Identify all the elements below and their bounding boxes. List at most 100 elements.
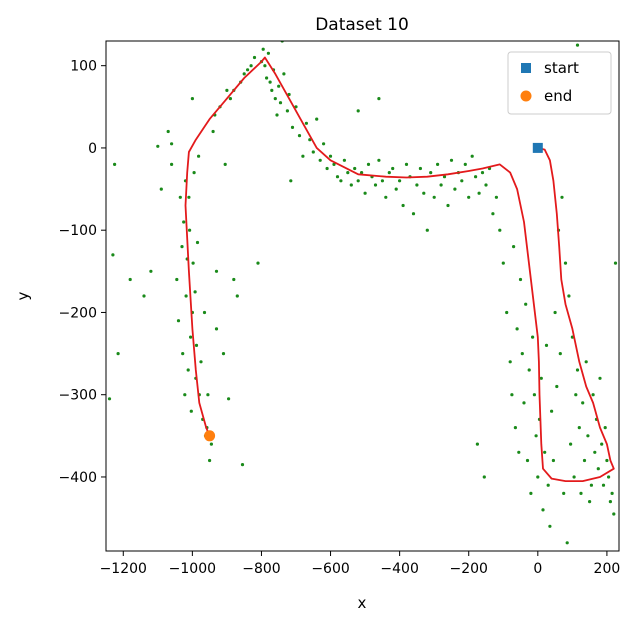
scatter-point xyxy=(256,261,260,265)
legend-start-marker xyxy=(521,63,531,73)
scatter-point xyxy=(524,302,528,306)
scatter-point xyxy=(193,290,197,294)
scatter-point xyxy=(498,228,502,232)
scatter-point xyxy=(261,47,265,51)
x-tick-label: 200 xyxy=(594,561,621,577)
x-axis: −1200 −1000 −800 −600 −400 −200 0 200 xyxy=(100,551,621,577)
scatter-point xyxy=(429,171,433,175)
x-tick-label: −1200 xyxy=(100,561,147,577)
scatter-point xyxy=(562,491,566,495)
scatter-point xyxy=(273,97,277,101)
scatter-point xyxy=(613,261,618,265)
scatter-point xyxy=(422,191,426,195)
scatter-point xyxy=(384,195,388,199)
scatter-point xyxy=(569,442,573,446)
scatter-point xyxy=(612,512,616,516)
scatter-point xyxy=(308,138,312,142)
scatter-point xyxy=(149,269,153,273)
scatter-point xyxy=(550,409,554,413)
scatter-point xyxy=(460,179,464,183)
scatter-point xyxy=(534,434,538,438)
scatter-point xyxy=(304,121,308,125)
y-tick-label: −400 xyxy=(59,470,97,486)
scatter-point xyxy=(600,442,604,446)
scatter-point xyxy=(593,450,597,454)
x-tick-label: 0 xyxy=(533,561,542,577)
scatter-point xyxy=(565,541,569,545)
scatter-point xyxy=(544,343,549,347)
scatter-point xyxy=(577,426,581,430)
scatter-point xyxy=(360,171,364,175)
scatter-point xyxy=(601,483,606,487)
scatter-point xyxy=(515,327,519,331)
scatter-point xyxy=(398,179,402,183)
scatter-point xyxy=(603,426,607,430)
scatter-point xyxy=(581,401,585,405)
scatter-point xyxy=(436,162,440,166)
scatter-point xyxy=(453,187,457,191)
scatter-point xyxy=(522,401,526,405)
scatter-point xyxy=(511,245,516,249)
y-tick-label: 100 xyxy=(70,59,97,75)
scatter-point xyxy=(242,72,246,76)
scatter-point xyxy=(208,458,212,463)
scatter-point xyxy=(235,294,239,298)
scatter-point xyxy=(322,142,326,146)
scatter-point xyxy=(380,179,384,183)
scatter-point xyxy=(579,491,583,495)
scatter-point xyxy=(572,475,576,479)
scatter-point xyxy=(287,92,291,97)
scatter-point xyxy=(439,183,443,187)
scatter-point xyxy=(252,55,257,60)
x-tick-label: −400 xyxy=(380,561,418,577)
scatter-point xyxy=(518,277,523,282)
scatter-point xyxy=(128,277,132,282)
x-axis-label: x xyxy=(358,594,367,612)
scatter-point xyxy=(225,88,229,92)
legend-start-label: start xyxy=(544,59,579,77)
scatter-point xyxy=(598,376,602,380)
scatter-point xyxy=(332,162,336,166)
scatter-point xyxy=(180,245,184,249)
scatter-point xyxy=(525,458,530,463)
scatter-point xyxy=(195,240,200,245)
scatter-point xyxy=(270,88,274,92)
scatter-point xyxy=(246,68,250,72)
scatter-point xyxy=(214,269,219,273)
legend-end-label: end xyxy=(544,87,572,105)
scatter-point xyxy=(349,183,353,187)
scatter-point xyxy=(221,352,226,356)
scatter-point xyxy=(194,343,199,347)
scatter-point xyxy=(301,154,305,158)
scatter-point xyxy=(189,335,193,339)
scatter-point xyxy=(541,508,545,512)
x-tick-label: −200 xyxy=(450,561,488,577)
scatter-point xyxy=(142,294,146,298)
scatter-point xyxy=(584,360,588,364)
scatter-point xyxy=(290,125,295,129)
scatter-point xyxy=(404,162,409,166)
scatter-point xyxy=(232,277,236,282)
scatter-point xyxy=(197,154,201,158)
scatter-point xyxy=(589,483,594,487)
scatter-point xyxy=(387,171,391,175)
scatter-point xyxy=(432,195,436,199)
y-axis-label: y xyxy=(14,291,32,300)
scatter-point xyxy=(228,97,232,101)
legend: start end xyxy=(507,51,612,115)
scatter-point xyxy=(275,113,279,117)
scatter-point xyxy=(548,524,552,528)
scatter-point xyxy=(474,175,478,179)
scatter-point xyxy=(510,393,514,397)
scatter-point xyxy=(531,335,535,339)
scatter-point xyxy=(206,393,210,397)
scatter-point xyxy=(484,183,488,187)
scatter-point xyxy=(285,109,289,113)
scatter-point xyxy=(363,191,367,195)
y-tick-label: 0 xyxy=(88,141,97,157)
scatter-point xyxy=(289,179,293,183)
scatter-point xyxy=(401,203,405,208)
scatter-point xyxy=(211,129,215,134)
scatter-point xyxy=(553,310,557,315)
scatter-point xyxy=(328,154,333,158)
